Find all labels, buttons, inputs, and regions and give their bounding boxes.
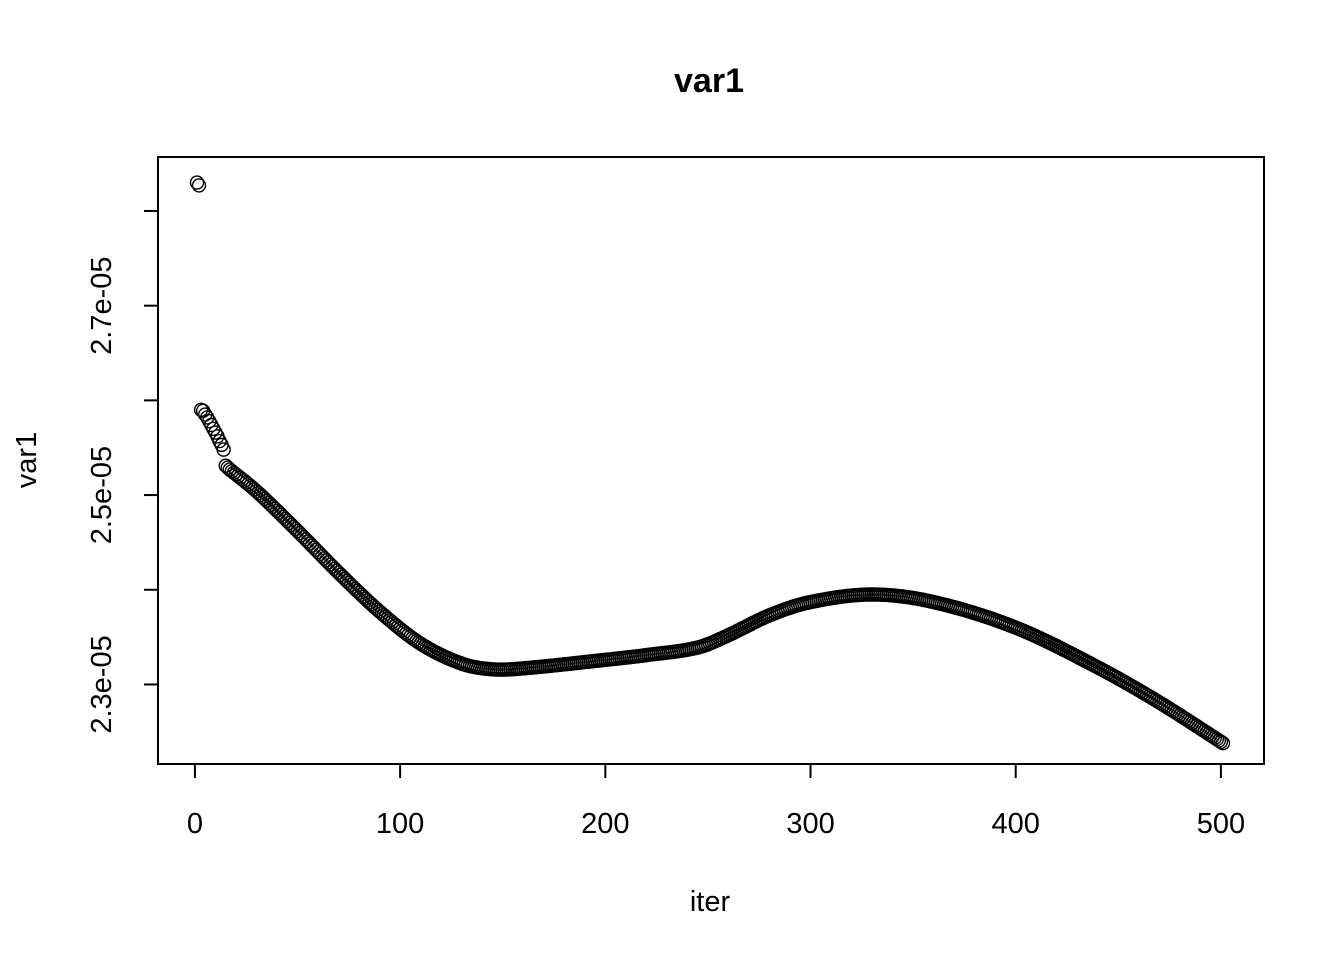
x-axis: 0 100 200 300 400 500: [187, 763, 1245, 840]
data-point: [1215, 735, 1231, 751]
data-point: [189, 175, 205, 190]
y-tick-label: 2.5e-05: [86, 446, 118, 544]
chart-title: var1: [674, 62, 744, 100]
x-tick-label: 100: [376, 808, 424, 840]
y-axis: 2.3e-05 2.5e-05 2.7e-05: [86, 209, 159, 734]
data-points: [189, 175, 1231, 751]
x-tick-label: 300: [786, 808, 834, 840]
y-axis-label: var1: [11, 432, 43, 488]
data-point: [1213, 734, 1229, 750]
data-point: [216, 442, 231, 457]
data-point: [191, 178, 207, 193]
x-tick-label: 200: [581, 808, 629, 840]
x-tick-label: 500: [1197, 808, 1245, 840]
x-tick-label: 0: [187, 808, 203, 840]
data-point: [1211, 733, 1227, 748]
y-tick-label: 2.3e-05: [86, 635, 118, 733]
x-axis-label: iter: [690, 886, 731, 918]
x-tick-label: 400: [992, 808, 1040, 840]
y-tick-label: 2.7e-05: [86, 256, 118, 354]
